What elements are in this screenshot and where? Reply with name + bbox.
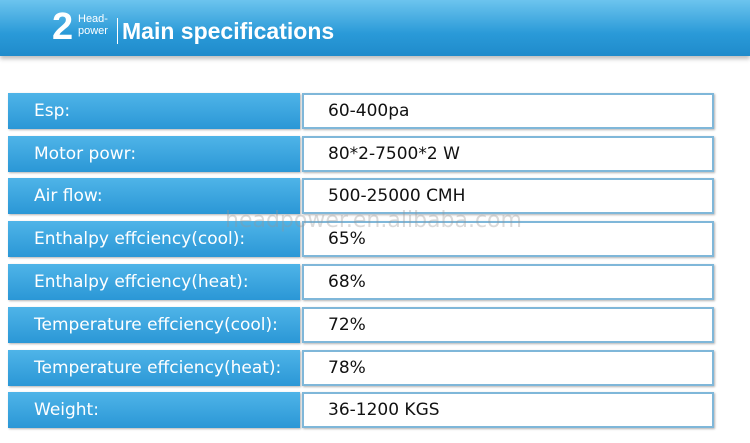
brand-top: Head-: [78, 13, 108, 25]
spec-row: Esp: 60-400pa: [8, 93, 714, 129]
spec-row: Weight: 36-1200 KGS: [8, 392, 714, 428]
spec-label: Enthalpy effciency(heat):: [8, 264, 300, 300]
spec-label: Temperature effciency(heat):: [8, 350, 300, 386]
spec-value: 36-1200 KGS: [302, 392, 714, 428]
brand: Head-power: [78, 13, 108, 37]
spec-label: Esp:: [8, 93, 300, 129]
separator: [117, 18, 118, 44]
brand-bottom: power: [78, 25, 108, 37]
spec-label: Temperature effciency(cool):: [8, 307, 300, 343]
spec-row: Enthalpy effciency(cool): 65%: [8, 221, 714, 257]
spec-row: Enthalpy effciency(heat): 68%: [8, 264, 714, 300]
spec-value: 78%: [302, 350, 714, 386]
spec-row: Motor powr: 80*2-7500*2 W: [8, 136, 714, 172]
header: 2 Head-power Main specifications: [0, 0, 750, 56]
spec-label: Motor powr:: [8, 136, 300, 172]
spec-value: 500-25000 CMH: [302, 178, 714, 214]
spec-value: 60-400pa: [302, 93, 714, 129]
spec-value: 65%: [302, 221, 714, 257]
spec-row: Temperature effciency(cool): 72%: [8, 307, 714, 343]
spec-value: 80*2-7500*2 W: [302, 136, 714, 172]
spec-row: Air flow: 500-25000 CMH: [8, 178, 714, 214]
spec-value: 72%: [302, 307, 714, 343]
section-number: 2: [52, 6, 74, 48]
spec-value: 68%: [302, 264, 714, 300]
spec-label: Weight:: [8, 392, 300, 428]
watermark: headpower.en.alibaba.com: [225, 208, 522, 233]
spec-label: Enthalpy effciency(cool):: [8, 221, 300, 257]
spec-row: Temperature effciency(heat): 78%: [8, 350, 714, 386]
title: Main specifications: [122, 18, 335, 44]
spec-label: Air flow:: [8, 178, 300, 214]
